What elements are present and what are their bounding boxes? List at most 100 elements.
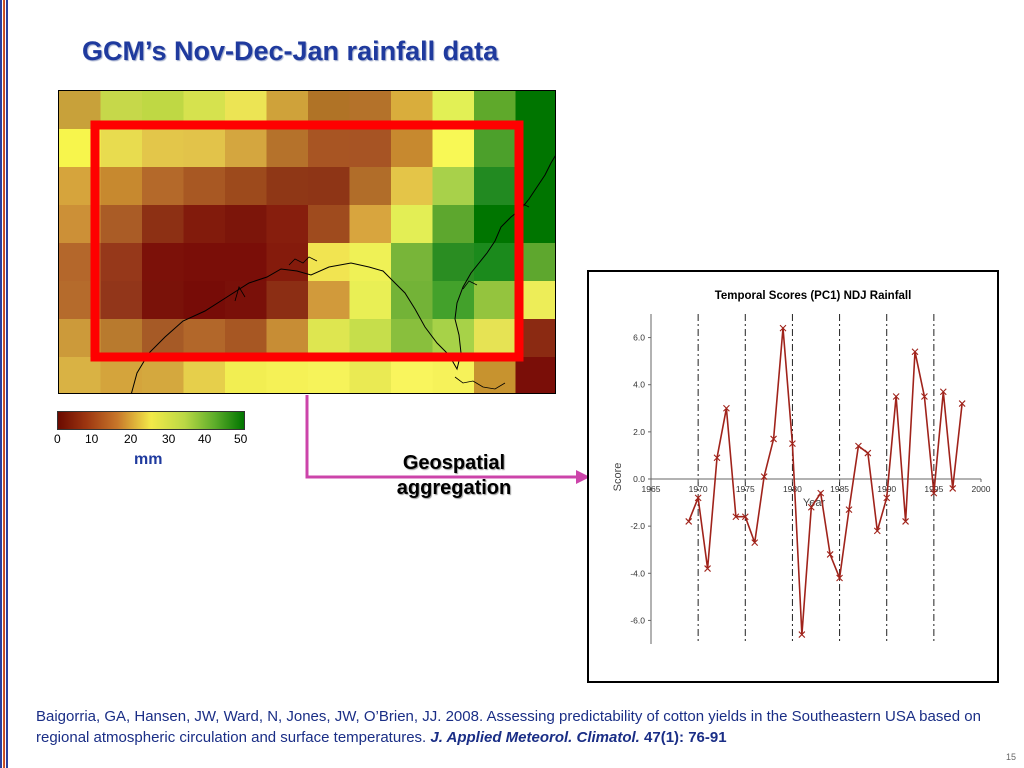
data-point-marker	[732, 513, 740, 521]
map-grid-cell	[183, 205, 226, 244]
citation-text: Baigorria, GA, Hansen, JW, Ward, N, Jone…	[36, 708, 981, 746]
slide-side-border	[0, 0, 8, 768]
map-grid-cell	[432, 205, 475, 244]
map-grid-cell	[142, 167, 185, 206]
slide-title: GCM’s Nov-Dec-Jan rainfall data	[82, 36, 499, 66]
map-grid-cell	[183, 243, 226, 282]
colorbar-tick: 10	[85, 432, 99, 446]
y-tick-label: -2.0	[630, 521, 645, 531]
map-grid-cell	[266, 167, 309, 206]
series-line	[687, 328, 963, 635]
map-grid-cell	[142, 281, 185, 320]
map-grid-cell	[308, 281, 351, 320]
data-point-marker	[694, 494, 702, 502]
map-grid-cell	[474, 319, 517, 358]
x-tick-label: 1965	[642, 484, 661, 494]
data-point-marker	[845, 506, 853, 514]
pc1-chart-panel: Temporal Scores (PC1) NDJ Rainfall 6.0 4.…	[587, 270, 999, 683]
map-grid-cell	[59, 357, 102, 393]
x-tick-label: 1970	[689, 484, 708, 494]
map-grid-cell	[432, 319, 475, 358]
map-grid-cell	[142, 357, 185, 393]
map-grid-cell	[142, 129, 185, 168]
data-point-marker	[685, 518, 693, 525]
data-point-marker	[902, 518, 909, 525]
map-grid-cell	[100, 129, 143, 168]
data-point-marker	[789, 440, 796, 448]
map-grid-cell	[100, 319, 143, 358]
aggregation-label-line2: aggregation	[396, 477, 512, 499]
map-grid-cell	[183, 129, 226, 168]
map-grid-cell	[515, 357, 555, 393]
citation-journal: J. Applied Meteorol. Climatol.	[430, 729, 640, 746]
x-tick-label: 2000	[972, 484, 991, 494]
data-point-marker	[760, 473, 768, 481]
map-grid-cell	[349, 243, 392, 282]
map-grid-cell	[308, 357, 351, 393]
chart-title: Temporal Scores (PC1) NDJ Rainfall	[715, 290, 912, 302]
rainfall-map	[58, 90, 556, 394]
data-point-marker	[911, 348, 919, 356]
map-grid-cell	[266, 281, 309, 320]
colorbar-tick: 20	[124, 432, 138, 446]
map-grid-cell	[474, 281, 517, 320]
map-grid-cell	[142, 243, 185, 282]
y-axis-label: Score	[612, 463, 624, 492]
map-grid-cell	[474, 129, 517, 168]
map-grid-cell	[142, 205, 185, 244]
y-tick-label: 0.0	[633, 474, 645, 484]
map-grid-cell	[349, 357, 392, 393]
map-grid-cell	[474, 205, 517, 244]
data-point-marker	[864, 449, 872, 457]
data-point-marker	[930, 489, 938, 497]
map-grid-cell	[183, 357, 226, 393]
map-grid-cell	[308, 243, 351, 282]
map-grid-cell	[225, 319, 268, 358]
map-grid-cell	[100, 243, 143, 282]
x-tick-label: 1980	[783, 484, 802, 494]
colorbar-tick: 0	[54, 432, 61, 446]
map-grid-cell	[432, 129, 475, 168]
map-grid-cell	[349, 129, 392, 168]
y-tick-label: -6.0	[630, 615, 645, 625]
data-point-marker	[817, 489, 825, 497]
data-point-marker	[921, 393, 928, 400]
map-grid-cell	[349, 319, 392, 358]
data-point-marker	[826, 551, 834, 558]
colorbar-tick: 30	[162, 432, 176, 446]
map-grid-cell	[474, 243, 517, 282]
map-grid-cell	[349, 205, 392, 244]
map-grid-cell	[183, 281, 226, 320]
data-point-marker	[883, 494, 891, 502]
map-grid-cell	[308, 167, 351, 206]
map-grid-cell	[225, 167, 268, 206]
map-grid-cell	[474, 167, 517, 206]
map-grid-cell	[225, 129, 268, 168]
x-tick-label: 1975	[736, 484, 755, 494]
y-tick-label: 2.0	[633, 427, 645, 437]
map-grid-cell	[225, 243, 268, 282]
colorbar-tick: 50	[234, 432, 248, 446]
map-grid-cell	[432, 243, 475, 282]
map-grid-cell	[391, 205, 434, 244]
map-grid-cell	[349, 167, 392, 206]
map-grid-cell	[349, 281, 392, 320]
map-grid-cell	[266, 319, 309, 358]
map-grid-cell	[100, 167, 143, 206]
map-grid-cell	[474, 357, 517, 393]
data-point-marker	[723, 404, 730, 412]
map-grid-cell	[266, 129, 309, 168]
colorbar-unit: mm	[134, 451, 163, 468]
data-point-marker	[770, 435, 777, 443]
page-number: 15	[1005, 752, 1016, 762]
map-grid-cell	[183, 167, 226, 206]
citation-volume: 47(1): 76-91	[644, 729, 727, 746]
map-grid-cell	[225, 357, 268, 393]
map-grid-cell	[100, 357, 143, 393]
data-point-marker	[779, 324, 787, 332]
map-grid-cell	[308, 129, 351, 168]
map-grid-cell	[225, 281, 268, 320]
data-point-marker	[807, 503, 815, 511]
y-tick-label: -4.0	[630, 568, 645, 578]
